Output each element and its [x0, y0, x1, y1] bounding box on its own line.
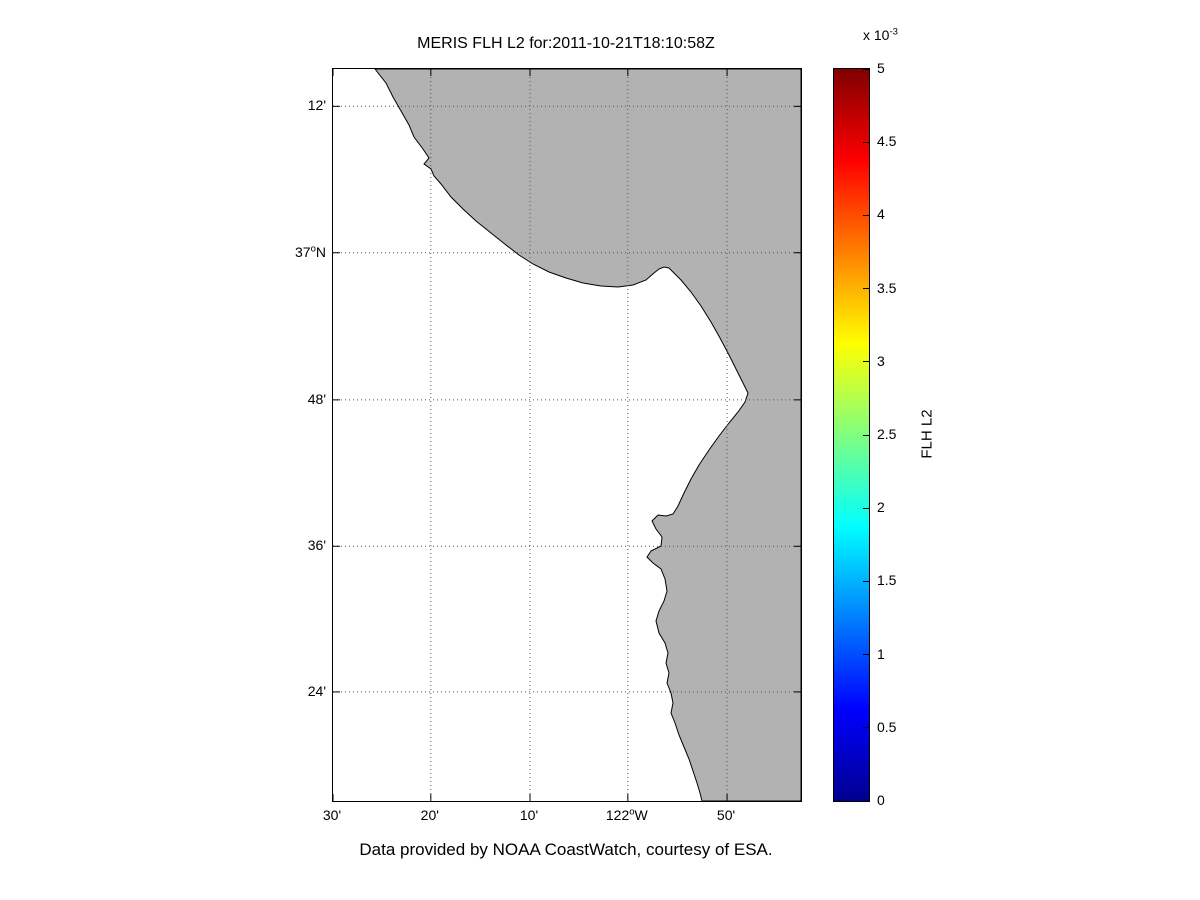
colorbar-tick-mark: [863, 361, 869, 363]
x-tick-label: 30': [322, 807, 342, 823]
colorbar-tick-label: 3.5: [877, 279, 897, 296]
colorbar-tick-label: 4.5: [877, 133, 897, 150]
colorbar-tick-mark: [863, 288, 869, 290]
colorbar-tick-label: 4: [877, 206, 885, 223]
chart-title: MERIS FLH L2 for:2011-10-21T18:10:58Z: [417, 35, 715, 52]
y-tick-label: 48': [307, 390, 326, 407]
colorbar-tick-label: 1.5: [877, 572, 897, 589]
colorbar-axis-label: FLH L2: [919, 409, 936, 458]
colorbar-tick-label: 1: [877, 645, 885, 662]
y-tick-label: 36': [307, 537, 326, 554]
colorbar-tick-label: 3: [877, 352, 885, 369]
colorbar-axis-label-text: FLH L2: [918, 409, 936, 459]
y-tick-label: 24': [307, 682, 326, 699]
colorbar-tick-label: 2.5: [877, 426, 897, 442]
y-tick-label: 37oN: [295, 243, 326, 260]
colorbar-tick-mark: [863, 434, 869, 436]
coastline-land: [374, 69, 801, 801]
coastline-map-svg: [333, 69, 801, 801]
colorbar-tick-label: 5: [877, 60, 885, 76]
y-tick-label: 12': [307, 97, 326, 114]
x-tick-label: 10': [519, 807, 539, 823]
colorbar-tick-label: 0: [877, 792, 885, 808]
colorbar-tick-mark: [863, 141, 869, 143]
colorbar-tick-mark: [863, 507, 869, 509]
colorbar-tick-label: 0.5: [877, 718, 897, 735]
x-tick-label: 50': [716, 807, 736, 823]
colorbar-tick-mark: [863, 580, 869, 582]
colorbar-tick-mark: [863, 214, 869, 216]
colorbar-tick-mark: [863, 68, 869, 70]
colorbar-tick-mark: [863, 727, 869, 729]
colorbar-scale-label: x 10-3: [863, 26, 898, 43]
map-plot-area: [332, 68, 802, 802]
x-tick-label: 122oW: [605, 806, 648, 823]
colorbar-tick-mark: [863, 654, 869, 656]
credit-caption: Data provided by NOAA CoastWatch, courte…: [359, 840, 773, 859]
colorbar-tick-label: 2: [877, 499, 885, 516]
colorbar-tick-mark: [863, 800, 869, 802]
x-tick-label: 20': [420, 807, 439, 823]
colorbar: [833, 68, 870, 802]
